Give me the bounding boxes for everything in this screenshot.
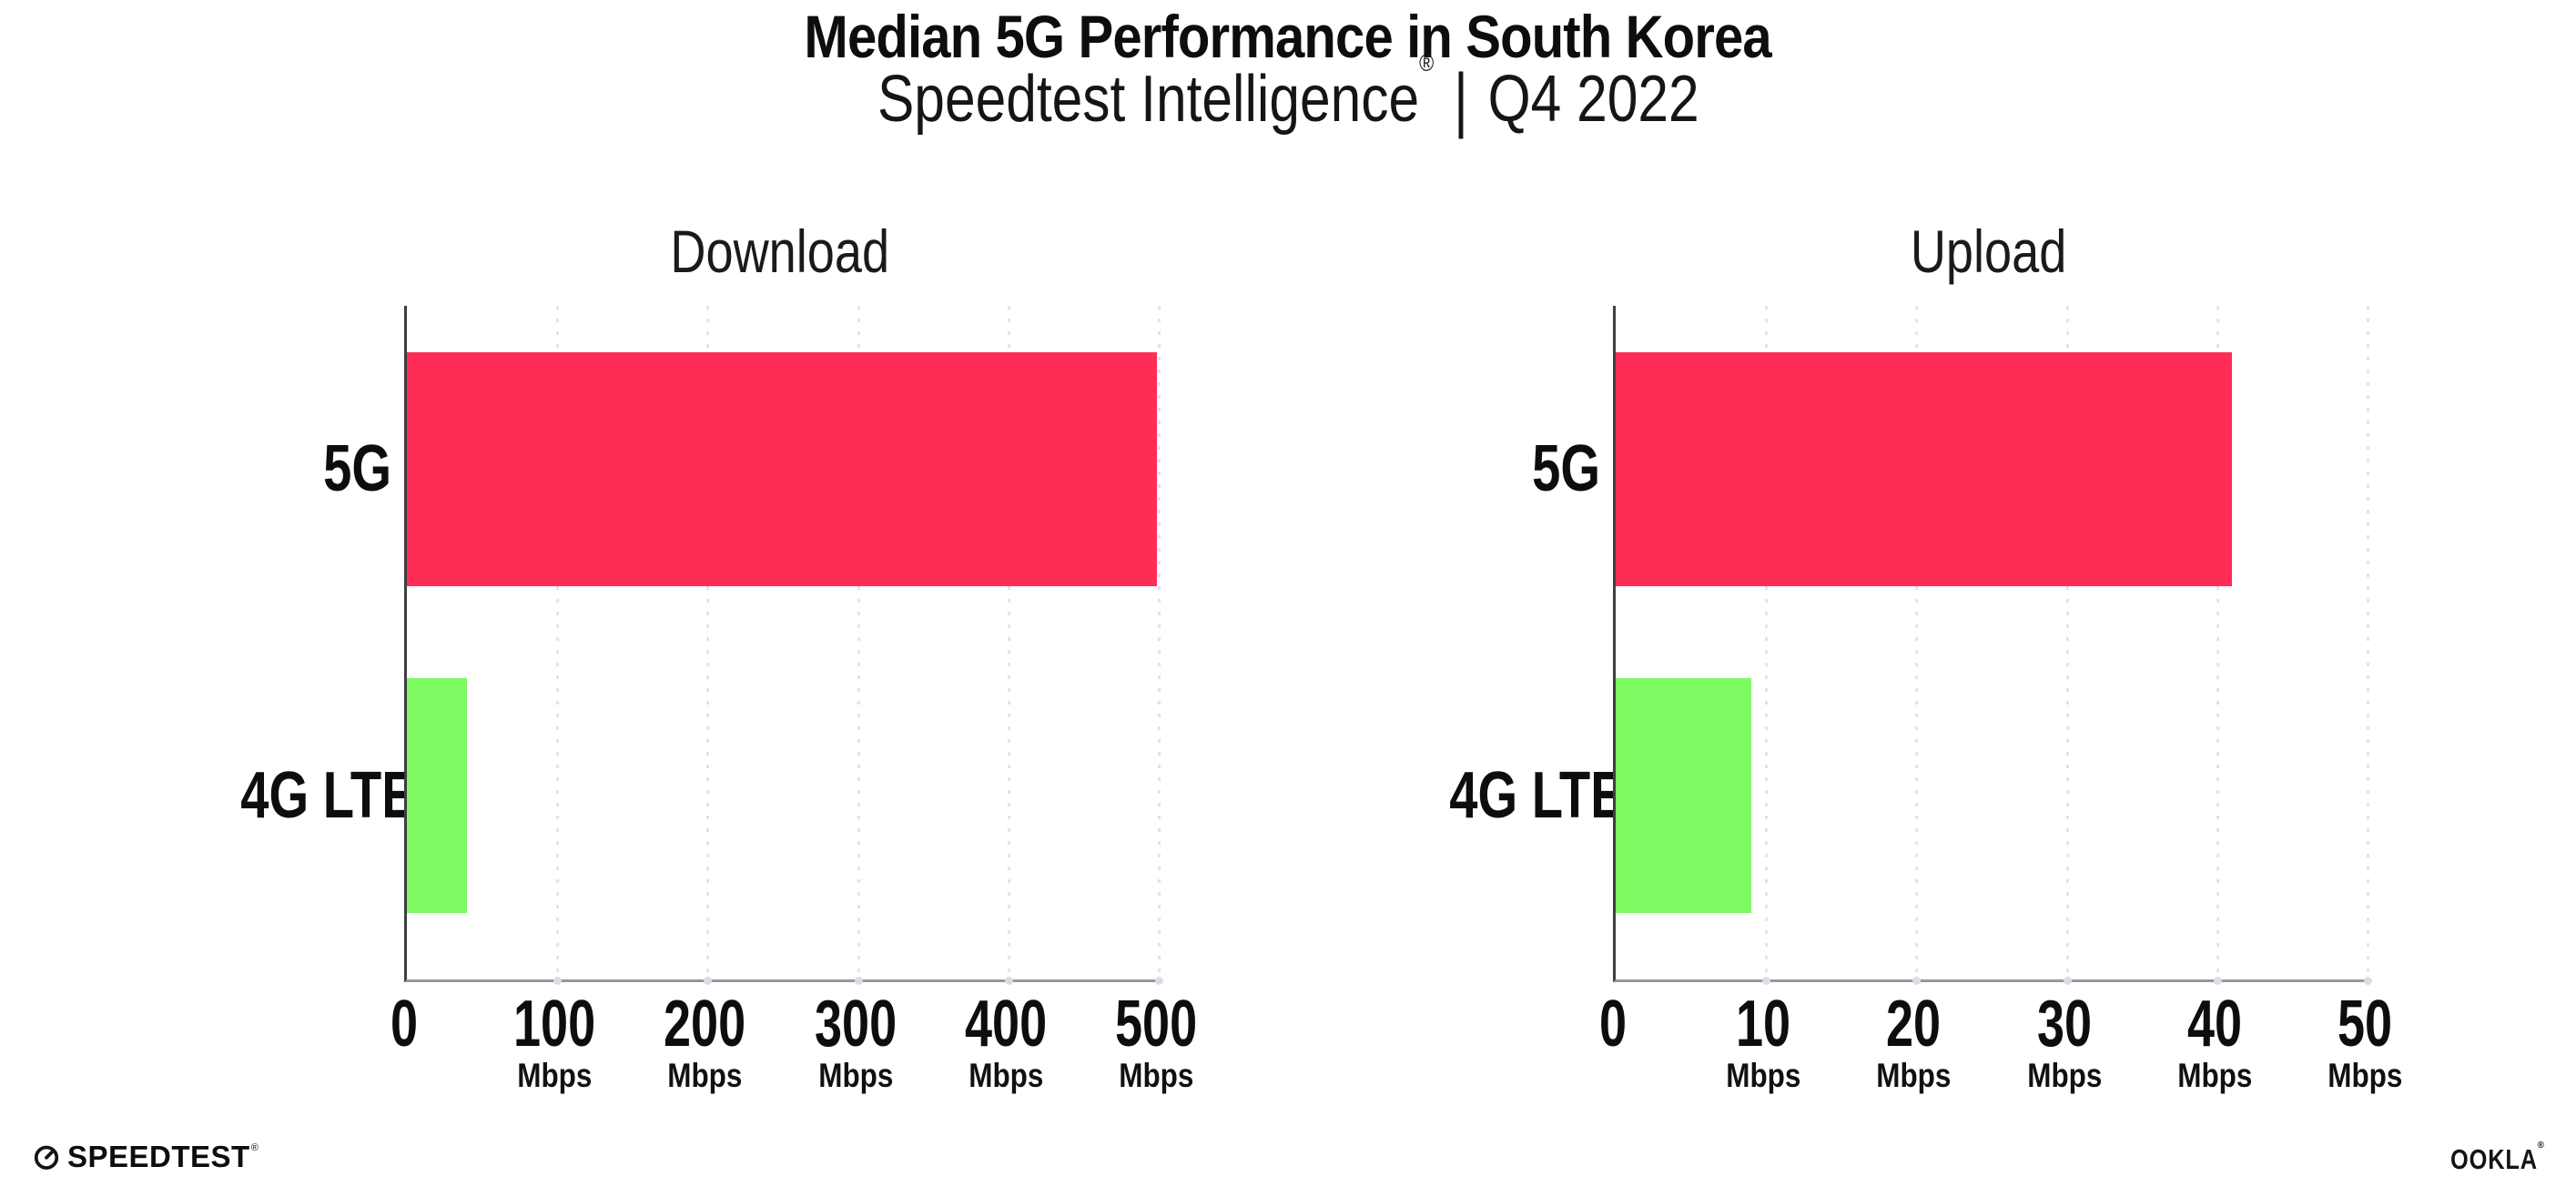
gridline: [1762, 306, 1771, 985]
upload-chart-title: Upload: [1911, 218, 2067, 285]
gridline: [2364, 306, 2372, 985]
subtitle-separator: |: [1453, 59, 1468, 139]
x-tick-upload-50: 50 Mbps: [2327, 988, 2403, 1094]
x-tick-upload-30: 30 Mbps: [2026, 988, 2103, 1094]
gridline: [854, 306, 863, 985]
registered-mark-icon: ®: [250, 1142, 259, 1153]
gridline: [2063, 306, 2072, 985]
ookla-logo-text: OOKLA: [2449, 1143, 2538, 1175]
subtitle-period: Q4 2022: [1487, 63, 1699, 136]
gridline: [1155, 306, 1163, 985]
x-tick-download-300: 300 Mbps: [814, 988, 898, 1094]
gridline: [1912, 306, 1922, 985]
subtitle-brand: Speedtest Intelligence: [877, 63, 1419, 136]
download-plot-area: [404, 306, 1163, 985]
x-tick-upload-20: 20 Mbps: [1875, 988, 1952, 1094]
speedtest-logo-text: SPEEDTEST: [67, 1140, 250, 1173]
upload-category-label-5g: 5G: [1532, 432, 1600, 505]
upload-category-label-4g-lte: 4G LTE: [1449, 759, 1625, 832]
x-tick-upload-0: 0: [1598, 988, 1628, 1060]
gridline: [2213, 306, 2222, 985]
x-tick-download-200: 200 Mbps: [663, 988, 746, 1094]
x-tick-download-100: 100 Mbps: [512, 988, 596, 1094]
registered-mark-icon: ®: [2537, 1140, 2545, 1151]
bar-5g-upload: [1616, 351, 2233, 587]
gridline: [553, 306, 563, 985]
speedtest-gauge-icon: [34, 1145, 59, 1170]
download-category-label-4g-lte: 4G LTE: [240, 759, 416, 832]
x-tick-download-0: 0: [390, 988, 419, 1060]
download-category-label-5g: 5G: [323, 432, 391, 505]
registered-mark-icon: ®: [1418, 49, 1434, 76]
speedtest-logo: SPEEDTEST ®: [33, 1140, 259, 1174]
bar-5g-download: [407, 351, 1158, 587]
gridline: [1004, 306, 1013, 985]
x-tick-upload-10: 10 Mbps: [1725, 988, 1801, 1094]
page-title: Median 5G Performance in South Korea: [0, 2, 2576, 71]
x-tick-upload-40: 40 Mbps: [2176, 988, 2253, 1094]
download-chart-title: Download: [670, 218, 890, 285]
x-tick-download-400: 400 Mbps: [964, 988, 1048, 1094]
page-subtitle: Speedtest Intelligence® | Q4 2022: [0, 49, 2576, 139]
upload-plot-area: [1613, 306, 2372, 985]
x-tick-download-500: 500 Mbps: [1114, 988, 1198, 1094]
page-title-text: Median 5G Performance in South Korea: [804, 3, 1772, 70]
bar-4g-lte-upload: [1616, 678, 1751, 913]
bar-4g-lte-download: [407, 678, 468, 913]
ookla-logo: OOKLA®: [2431, 1140, 2545, 1176]
gridline: [704, 306, 713, 985]
